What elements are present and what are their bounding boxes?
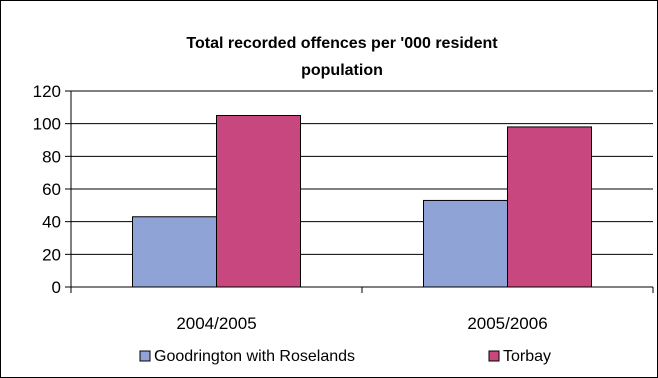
legend-label: Torbay [503,348,551,365]
y-tick-label: 20 [42,245,61,264]
y-tick-label: 40 [42,213,61,232]
y-tick-label: 0 [52,278,61,297]
y-tick-labels: 0 20 40 60 80 100 120 [33,82,61,297]
chart-title-line-2: population [301,62,383,79]
y-tick-label: 120 [33,82,61,101]
y-tick-label: 60 [42,180,61,199]
category-labels: 2004/2005 2005/2006 [176,314,547,333]
bar-goodrington-with-roselands-2004-2005 [132,216,217,288]
category-label: 2004/2005 [176,314,256,333]
bar-torbay-2005-2006 [507,126,592,288]
bar-goodrington-with-roselands-2005-2006 [423,199,508,288]
bars [132,115,592,288]
legend-swatch [488,350,500,362]
y-tick-label: 80 [42,147,61,166]
legend-swatch [139,350,151,362]
y-tick-label: 100 [33,115,61,134]
category-label: 2005/2006 [467,314,547,333]
legend-label: Goodrington with Roselands [154,348,355,365]
legend: Goodrington with Roselands Torbay [139,348,551,365]
axes [65,90,654,293]
chart-title-line-1: Total recorded offences per '000 residen… [186,35,498,52]
bar-torbay-2004-2005 [216,115,301,288]
